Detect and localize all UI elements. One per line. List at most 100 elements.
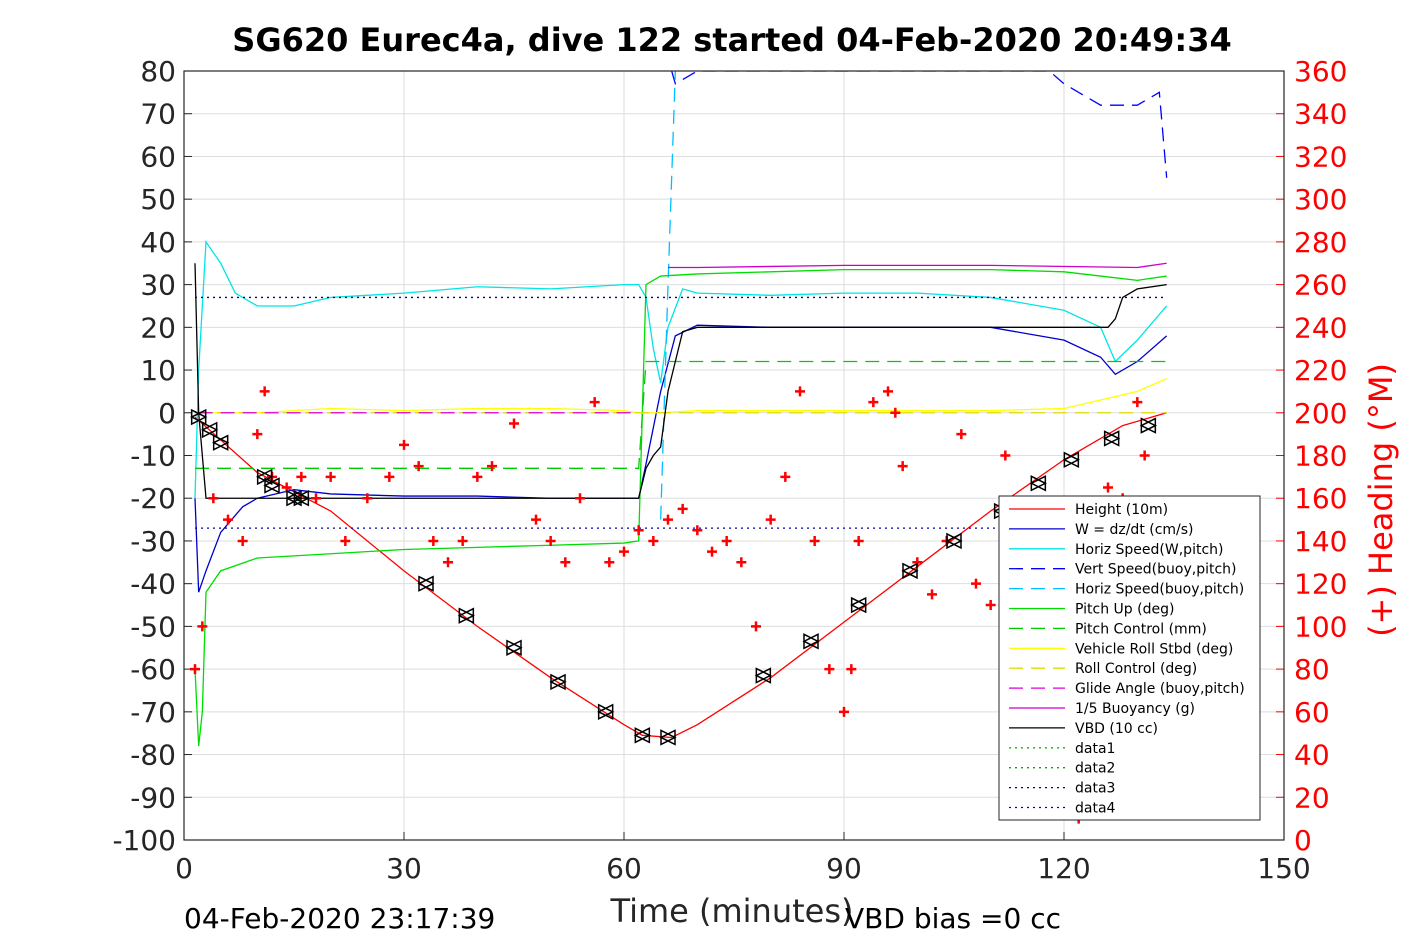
- heading-point: [692, 525, 703, 536]
- heading-point: [677, 503, 688, 514]
- heading-point: [252, 429, 263, 440]
- depth-marker: [596, 703, 615, 721]
- heading-point: [927, 589, 937, 600]
- y-right-tick-label: 140: [1294, 525, 1347, 558]
- x-axis: 0 30 60 90 120 150: [175, 832, 1311, 885]
- y-right-tick-label: 280: [1294, 226, 1347, 259]
- y-right-tick-label: 80: [1294, 653, 1330, 686]
- depth-marker: [457, 607, 476, 624]
- legend-label: Height (10m): [1075, 502, 1168, 518]
- depth-marker: [1062, 451, 1081, 468]
- y-tick-label: -40: [130, 568, 176, 601]
- depth-marker: [802, 633, 820, 650]
- heading-point: [795, 386, 805, 397]
- heading-point: [399, 439, 409, 450]
- heading-point: [1103, 482, 1113, 493]
- depth-marker: [659, 729, 677, 746]
- series-line-6: [195, 360, 1167, 469]
- heading-point: [208, 493, 219, 504]
- depth-marker: [1139, 417, 1158, 434]
- heading-point: [956, 429, 967, 440]
- heading-point: [883, 386, 893, 397]
- y-tick-label: 40: [140, 226, 176, 259]
- y-right-tick-label: 360: [1294, 55, 1347, 88]
- y-tick-label: 30: [140, 269, 176, 302]
- series-line-10: [668, 262, 1167, 269]
- depth-marker: [211, 434, 230, 451]
- depth-marker: [263, 477, 281, 494]
- depth-marker: [754, 667, 773, 684]
- heading-point: [1139, 450, 1150, 461]
- depth-marker: [200, 421, 219, 439]
- depth-marker: [1029, 475, 1048, 492]
- heading-point: [560, 557, 571, 568]
- heading-point: [384, 471, 395, 482]
- heading-point: [839, 706, 849, 717]
- y-tick-label: 0: [158, 397, 176, 430]
- heading-point: [190, 664, 200, 675]
- y-tick-label: -60: [130, 653, 176, 686]
- series-line-11: [194, 263, 1167, 499]
- x-tick-label: 30: [386, 852, 422, 885]
- heading-point: [340, 535, 351, 546]
- depth-marker: [1102, 430, 1121, 447]
- heading-point: [890, 407, 901, 418]
- x-tick-label: 90: [826, 852, 862, 885]
- legend-label: data3: [1075, 781, 1115, 797]
- heading-point: [237, 535, 248, 546]
- heading-point: [531, 514, 541, 525]
- y-right-tick-label: 220: [1294, 354, 1347, 387]
- y-right-tick-label: 100: [1294, 610, 1347, 643]
- heading-point: [1000, 450, 1011, 461]
- y-tick-label: -80: [130, 739, 176, 772]
- depth-marker: [901, 562, 919, 580]
- depth-marker: [292, 490, 311, 507]
- y-right-tick-label: 300: [1294, 183, 1347, 216]
- heading-point: [223, 514, 233, 525]
- heading-point: [897, 461, 908, 472]
- heading-point: [545, 535, 556, 546]
- heading-point: [809, 535, 820, 546]
- y-right-tick-label: 180: [1294, 440, 1347, 473]
- heading-point: [311, 493, 321, 504]
- heading-point: [633, 525, 644, 536]
- series-line-7: [195, 378, 1167, 414]
- legend-label: W = dz/dt (cm/s): [1075, 522, 1194, 538]
- heading-point: [413, 461, 424, 472]
- x-tick-label: 0: [175, 852, 193, 885]
- y-tick-label: -70: [130, 696, 176, 729]
- y-tick-label: -90: [130, 781, 176, 814]
- y-tick-label: -10: [130, 440, 176, 473]
- depth-marker: [945, 532, 963, 550]
- heading-point: [721, 535, 732, 546]
- legend-label: Pitch Control (mm): [1075, 621, 1207, 637]
- heading-point: [509, 418, 519, 429]
- footer-timestamp: 04-Feb-2020 23:17:39: [184, 902, 495, 935]
- heading-point: [824, 664, 835, 675]
- x-tick-label: 120: [1037, 852, 1090, 885]
- y-right-tick-label: 40: [1294, 739, 1330, 772]
- legend-label: Roll Control (deg): [1075, 661, 1197, 677]
- heading-point: [197, 621, 208, 632]
- triangle-markers: [189, 408, 1158, 746]
- legend-label: 1/5 Buoyancy (g): [1075, 701, 1195, 717]
- heading-point: [985, 600, 996, 611]
- series-line-3: [671, 71, 1168, 178]
- y-right-tick-label: 260: [1294, 269, 1347, 302]
- y-tick-label: -20: [130, 482, 176, 515]
- y-right-tick-label: 320: [1294, 140, 1347, 173]
- heading-point: [765, 514, 776, 525]
- plot-frame: [183, 70, 1285, 841]
- heading-point: [780, 471, 791, 482]
- heading-point: [259, 386, 270, 397]
- heading-point: [648, 535, 659, 546]
- legend-label: data4: [1075, 801, 1116, 817]
- depth-marker: [417, 575, 435, 592]
- y-tick-label: -100: [112, 824, 176, 857]
- legend-label: data1: [1075, 741, 1115, 757]
- heading-point: [487, 461, 497, 472]
- heading-point: [1132, 397, 1143, 408]
- heading-point: [971, 578, 981, 589]
- legend-label: data2: [1075, 761, 1115, 777]
